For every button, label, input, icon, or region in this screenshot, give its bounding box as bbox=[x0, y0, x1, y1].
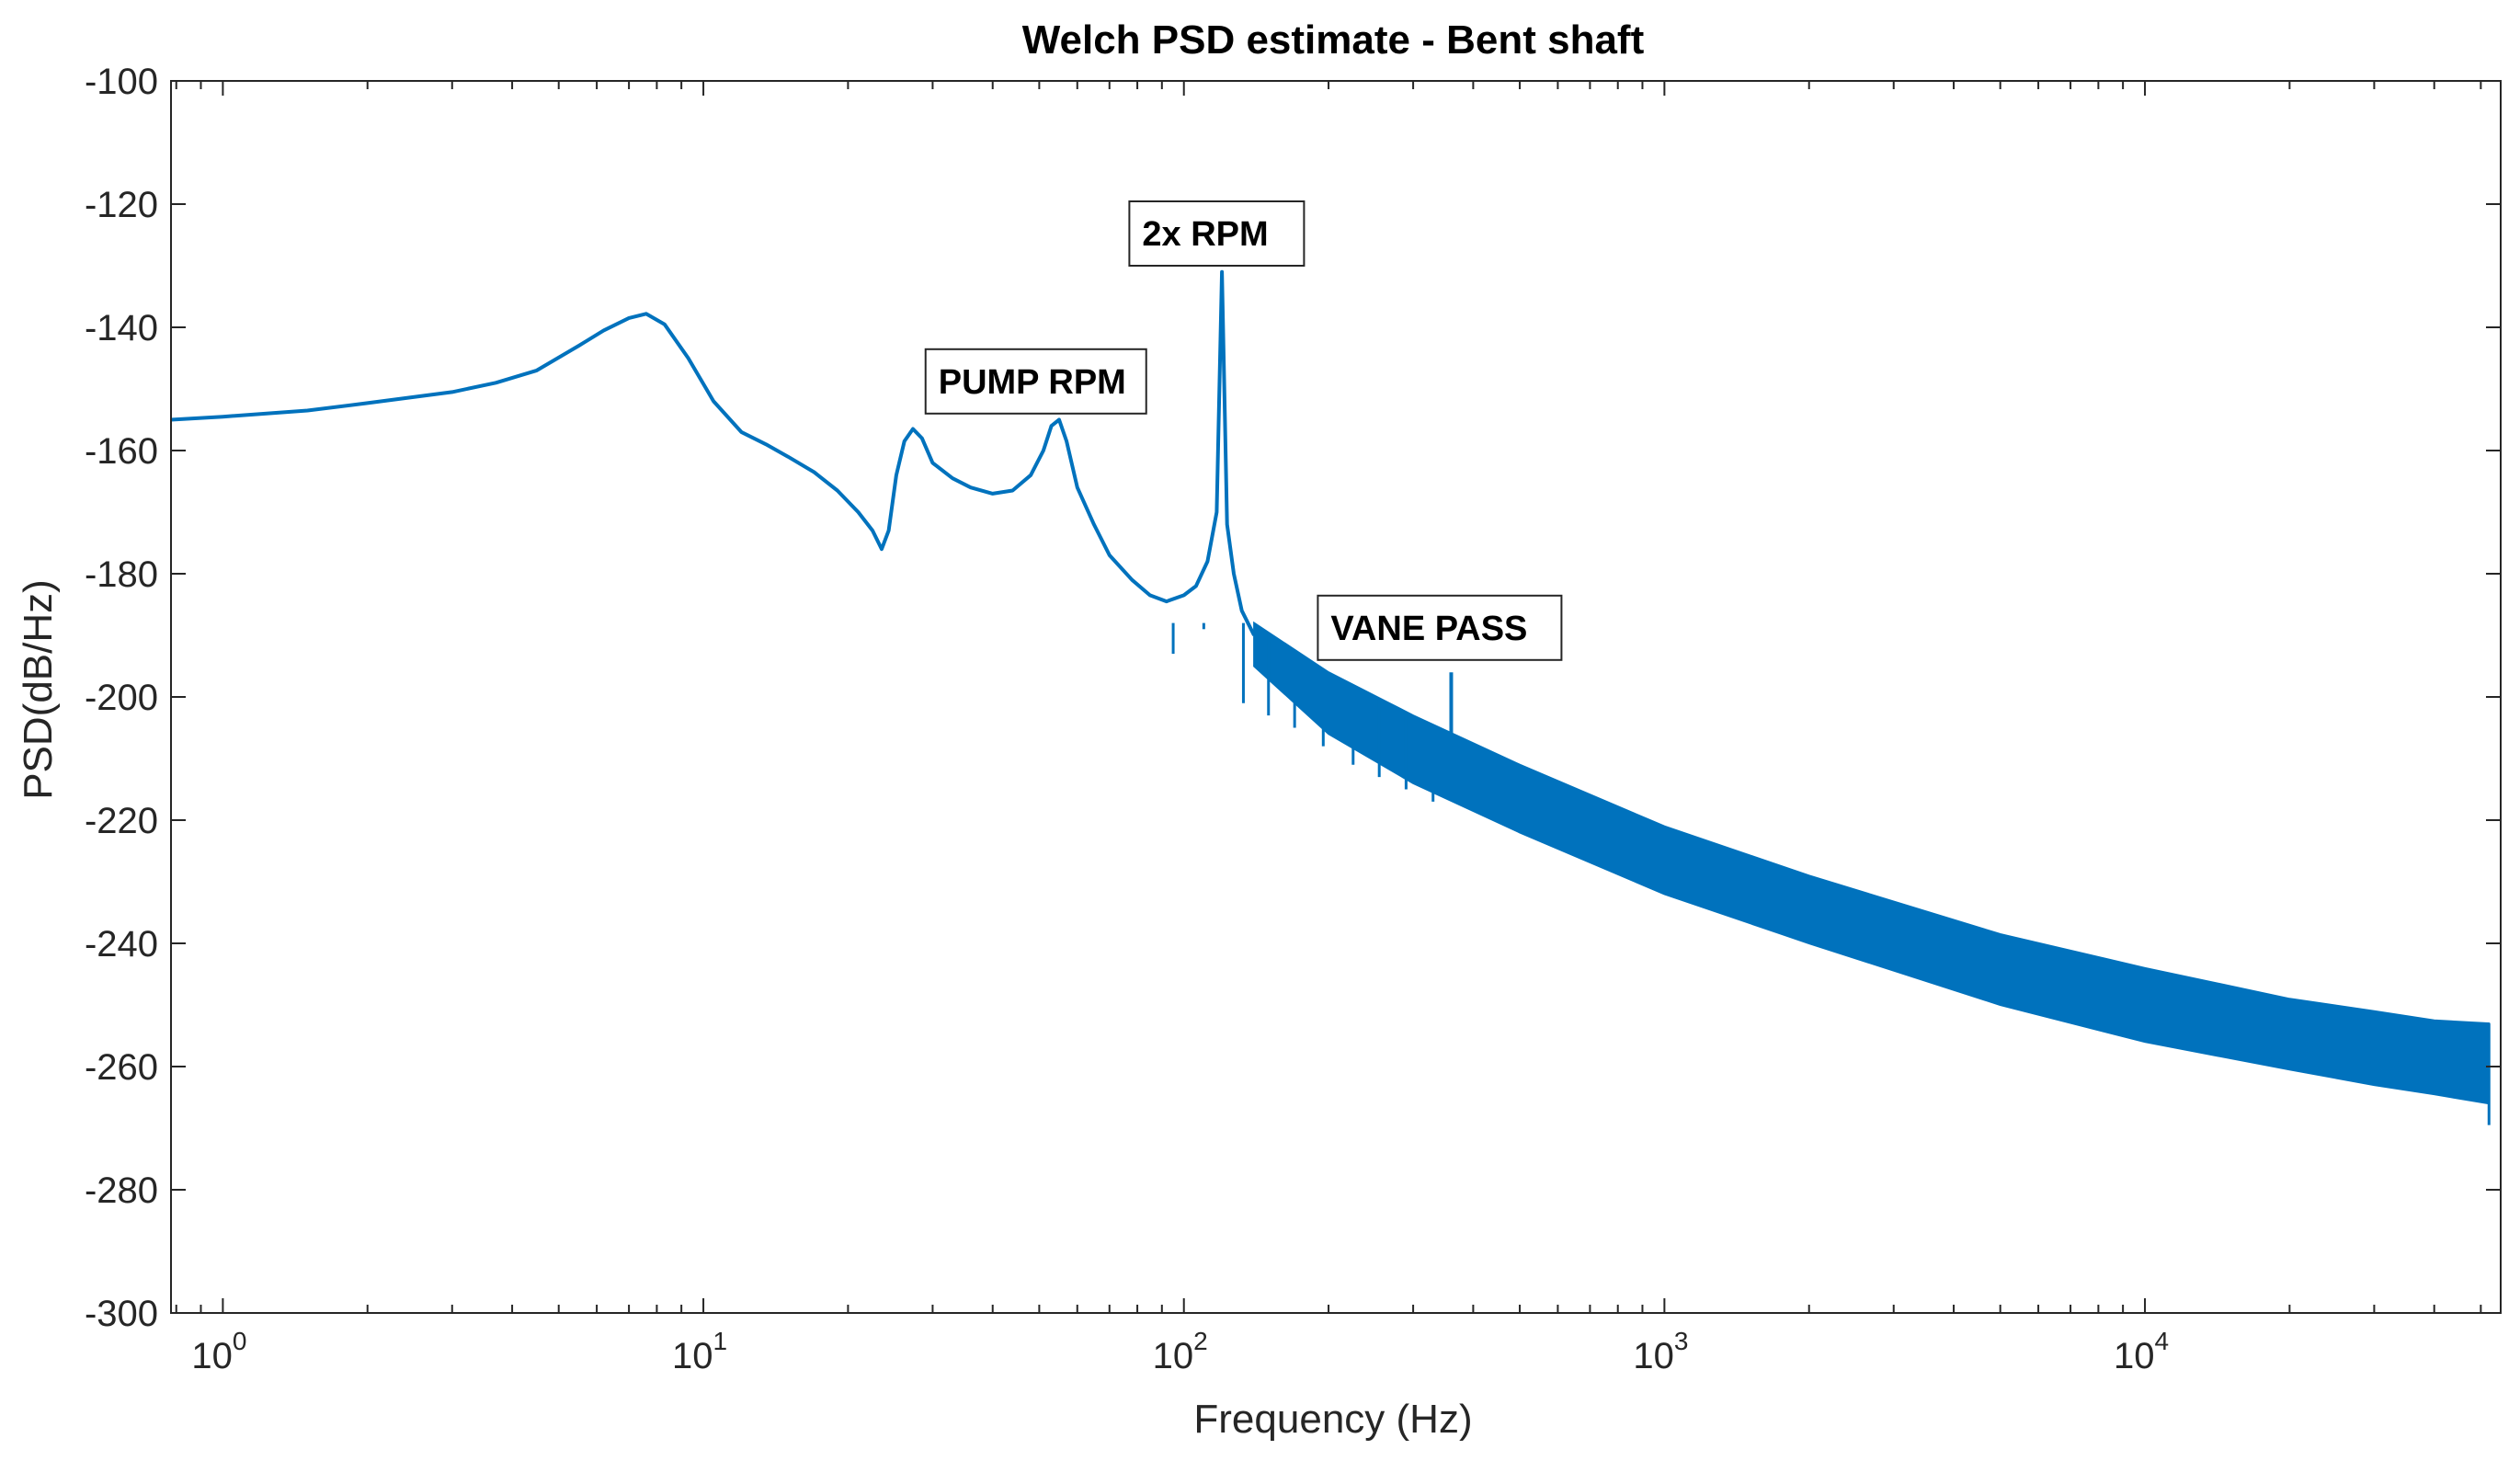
y-tick-label-10: -300 bbox=[85, 1294, 158, 1334]
y-tick-label-2: -140 bbox=[85, 308, 158, 348]
y-tick-label-1: -120 bbox=[85, 185, 158, 225]
annotation-label-0: PUMP RPM bbox=[939, 363, 1126, 402]
annotation-box-1 bbox=[1128, 200, 1306, 267]
y-tick-label-4: -180 bbox=[85, 554, 158, 595]
annotation-box-2 bbox=[1317, 594, 1563, 661]
axis-ticks: -100 -120 -140 -160 -180 -200 -220 -240 -260 -280… bbox=[85, 62, 2501, 1376]
chart-title: Welch PSD estimate - Bent shaft bbox=[1022, 17, 1645, 63]
y-tick-label-9: -280 bbox=[85, 1170, 158, 1211]
plot-area bbox=[170, 269, 2491, 1125]
annotations: PUMP RPM 2x RPM VANE PASS bbox=[924, 200, 1563, 661]
y-tick-label-6: -220 bbox=[85, 801, 158, 841]
y-tick-label-0: -100 bbox=[85, 62, 158, 102]
psd-line bbox=[170, 269, 1256, 636]
annotation-label-2: VANE PASS bbox=[1330, 610, 1527, 648]
y-tick-label-5: -200 bbox=[85, 678, 158, 718]
x-tick-label-2: 102 bbox=[1153, 1327, 1208, 1376]
y-axis-label: PSD(dB/Hz) bbox=[16, 579, 61, 800]
x-tick-label-3: 103 bbox=[1633, 1327, 1688, 1376]
x-tick-label-4: 104 bbox=[2114, 1327, 2169, 1376]
x-tick-label-1: 101 bbox=[672, 1327, 727, 1376]
x-axis-label: Frequency (Hz) bbox=[1193, 1397, 1472, 1442]
annotation-label-1: 2x RPM bbox=[1142, 215, 1268, 254]
y-tick-label-3: -160 bbox=[85, 431, 158, 472]
axes-box bbox=[170, 80, 2502, 1314]
y-tick-label-7: -240 bbox=[85, 924, 158, 964]
annotation-box-0 bbox=[924, 348, 1147, 415]
x-tick-label-0: 100 bbox=[191, 1327, 246, 1376]
y-tick-label-8: -260 bbox=[85, 1047, 158, 1088]
